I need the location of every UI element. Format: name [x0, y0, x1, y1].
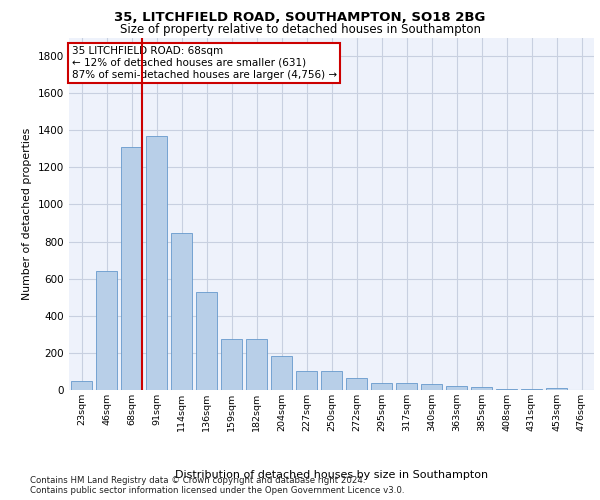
Bar	[246, 339, 267, 390]
Bar	[196, 292, 217, 390]
Bar	[271, 356, 292, 390]
Bar	[346, 378, 367, 390]
Bar	[71, 380, 92, 390]
Bar	[371, 382, 392, 390]
Bar	[146, 136, 167, 390]
Text: 35 LITCHFIELD ROAD: 68sqm
← 12% of detached houses are smaller (631)
87% of semi: 35 LITCHFIELD ROAD: 68sqm ← 12% of detac…	[71, 46, 337, 80]
Text: Contains public sector information licensed under the Open Government Licence v3: Contains public sector information licen…	[30, 486, 404, 495]
Bar	[171, 233, 192, 390]
Bar	[546, 388, 567, 390]
Bar	[446, 386, 467, 390]
Bar	[471, 387, 492, 390]
Text: 35, LITCHFIELD ROAD, SOUTHAMPTON, SO18 2BG: 35, LITCHFIELD ROAD, SOUTHAMPTON, SO18 2…	[115, 11, 485, 24]
Bar	[296, 370, 317, 390]
Bar	[521, 389, 542, 390]
Y-axis label: Number of detached properties: Number of detached properties	[22, 128, 32, 300]
Bar	[121, 147, 142, 390]
Text: Contains HM Land Registry data © Crown copyright and database right 2024.: Contains HM Land Registry data © Crown c…	[30, 476, 365, 485]
Bar	[496, 389, 517, 390]
Bar	[96, 272, 117, 390]
X-axis label: Distribution of detached houses by size in Southampton: Distribution of detached houses by size …	[175, 470, 488, 480]
Bar	[396, 383, 417, 390]
Text: Size of property relative to detached houses in Southampton: Size of property relative to detached ho…	[119, 22, 481, 36]
Bar	[221, 339, 242, 390]
Bar	[421, 384, 442, 390]
Bar	[321, 370, 342, 390]
